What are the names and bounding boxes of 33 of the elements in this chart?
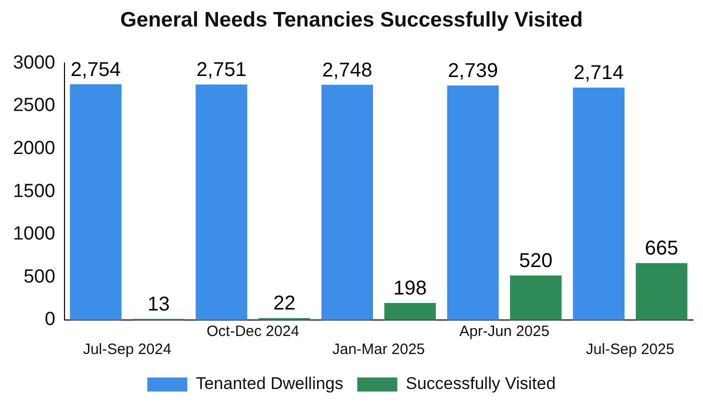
x-tick-label: Oct-Dec 2024 — [206, 323, 300, 340]
data-label: 665 — [644, 238, 678, 260]
data-label: 520 — [519, 250, 553, 272]
y-tick-label: 2000 — [12, 138, 56, 160]
data-label: 2,739 — [448, 60, 498, 82]
y-tick-label: 0 — [44, 309, 56, 330]
data-label: 13 — [147, 293, 170, 316]
bar — [572, 88, 624, 320]
x-tick-label: Apr-Jun 2025 — [459, 323, 550, 340]
data-label: 2,751 — [196, 59, 246, 82]
x-tick-label: Jul-Sep 2024 — [82, 341, 172, 358]
bar — [70, 84, 122, 320]
data-label: 2,754 — [70, 58, 121, 81]
bar — [321, 84, 373, 320]
data-label: 2,714 — [574, 62, 624, 84]
y-tick-label: 1000 — [12, 224, 56, 245]
y-tick-label: 1500 — [12, 180, 56, 202]
data-label: 2,748 — [322, 59, 372, 82]
x-tick-label: Jul-Sep 2025 — [586, 341, 674, 358]
data-label: 22 — [273, 292, 296, 315]
x-tick-label: Jan-Mar 2025 — [332, 341, 425, 358]
y-tick-label: 500 — [24, 266, 56, 288]
chart-title: General Needs Tenancies Successfully Visited — [120, 8, 583, 32]
bar — [384, 303, 436, 320]
bar — [510, 275, 562, 320]
bar — [636, 263, 688, 320]
y-tick-label: 3000 — [12, 52, 56, 74]
bar — [447, 86, 499, 320]
data-label: 198 — [393, 278, 427, 300]
y-tick-label: 2500 — [12, 95, 56, 116]
legend-label: Successfully Visited — [406, 374, 556, 394]
bar — [196, 84, 248, 320]
legend-label: Tenanted Dwellings — [196, 374, 344, 394]
